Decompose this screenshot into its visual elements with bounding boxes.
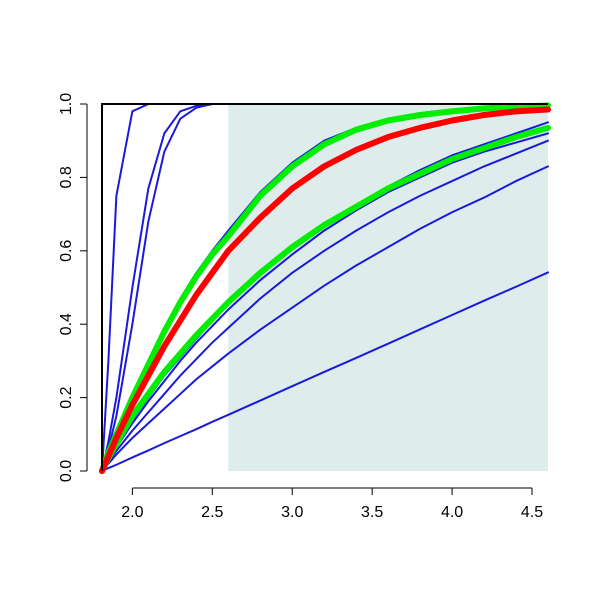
x-tick-label: 3.0 <box>281 504 303 521</box>
y-tick-label: 1.0 <box>58 93 75 115</box>
curve <box>99 102 551 474</box>
shaded-region <box>228 104 548 471</box>
x-tick-label: 3.5 <box>361 504 383 521</box>
x-tick-label: 2.5 <box>201 504 223 521</box>
y-tick-label: 0.2 <box>58 386 75 408</box>
curve <box>101 271 549 472</box>
curve <box>101 139 549 472</box>
x-tick-label: 4.0 <box>441 504 463 521</box>
curve <box>99 124 551 474</box>
curve <box>101 132 549 472</box>
x-tick-label: 2.0 <box>121 504 143 521</box>
y-tick-label: 0.0 <box>58 460 75 482</box>
axis-frame <box>101 103 548 471</box>
curve <box>101 165 549 472</box>
y-tick-label: 0.4 <box>58 313 75 335</box>
x-tick-label: 4.5 <box>521 504 543 521</box>
y-tick-label: 0.6 <box>58 240 75 262</box>
y-tick-label: 0.8 <box>58 166 75 188</box>
curve <box>99 106 551 474</box>
